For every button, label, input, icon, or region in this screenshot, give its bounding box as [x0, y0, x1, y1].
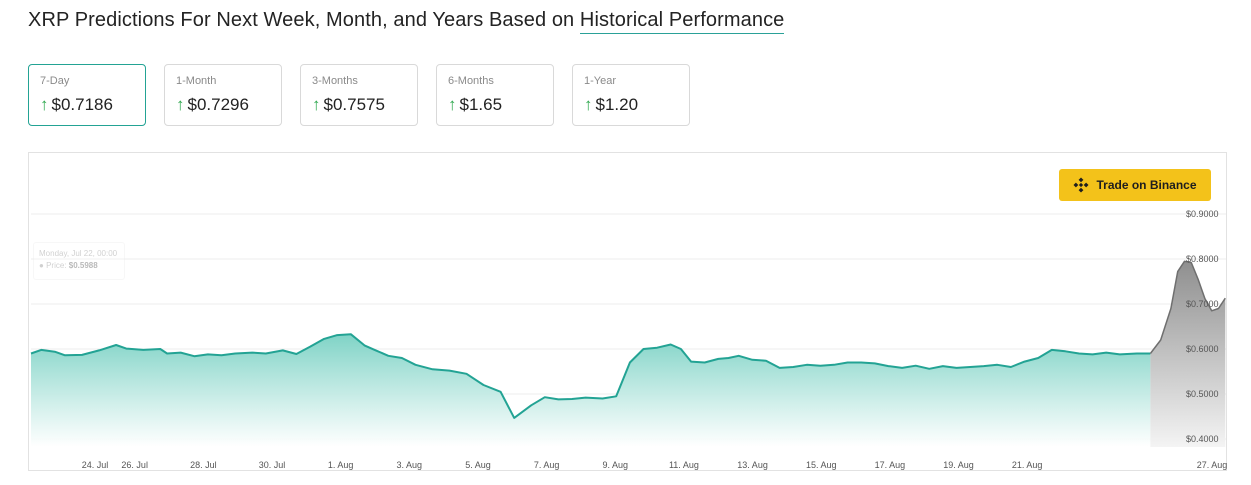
x-tick-label: 5. Aug	[465, 460, 491, 470]
card-1-year[interactable]: 1-Year ↑ $1.20	[572, 64, 690, 126]
arrow-up-icon: ↑	[448, 95, 457, 114]
x-tick-label: 21. Aug	[1012, 460, 1043, 470]
x-tick-label: 19. Aug	[943, 460, 974, 470]
x-tick-label: 24. Jul	[82, 460, 109, 470]
card-3-months[interactable]: 3-Months ↑ $0.7575	[300, 64, 418, 126]
y-tick-label: $0.4000	[1186, 434, 1219, 444]
card-value: $0.7575	[323, 95, 385, 114]
arrow-up-icon: ↑	[312, 95, 321, 114]
y-tick-label: $0.9000	[1186, 209, 1219, 219]
arrow-up-icon: ↑	[40, 95, 49, 114]
card-value: $1.65	[459, 95, 503, 114]
x-tick-label: 15. Aug	[806, 460, 837, 470]
arrow-up-icon: ↑	[584, 95, 593, 114]
binance-logo-icon	[1073, 177, 1089, 193]
series-areas	[30, 260, 1226, 447]
card-6-months[interactable]: 6-Months ↑ $1.65	[436, 64, 554, 126]
historical-area	[31, 334, 1151, 447]
card-value: $0.7296	[187, 95, 249, 114]
historical-line	[30, 333, 1151, 419]
card-label: 3-Months	[312, 75, 358, 87]
card-value-row: ↑ $1.65	[448, 95, 502, 115]
forecast-line	[1149, 260, 1226, 354]
card-1-month[interactable]: 1-Month ↑ $0.7296	[164, 64, 282, 126]
card-label: 1-Month	[176, 75, 217, 87]
tooltip-price-row: ● Price: $0.5988	[39, 261, 98, 270]
x-tick-label: 9. Aug	[602, 460, 628, 470]
card-value-row: ↑ $0.7296	[176, 95, 249, 115]
x-tick-label: 13. Aug	[737, 460, 768, 470]
x-tick-label: 27. Aug	[1197, 460, 1228, 470]
binance-button-label: Trade on Binance	[1096, 178, 1197, 192]
axis-labels: $0.4000 $0.5000 $0.6000 $0.7000 $0.8000 $0.90…	[82, 209, 1228, 470]
card-label: 7-Day	[40, 75, 70, 87]
y-tick-label: $0.7000	[1186, 299, 1219, 309]
trade-on-binance-button[interactable]: Trade on Binance	[1059, 169, 1211, 201]
x-tick-label: 11. Aug	[669, 460, 699, 470]
card-value-row: ↑ $1.20	[584, 95, 638, 115]
forecast-area	[1150, 261, 1226, 447]
y-tick-label: $0.6000	[1186, 344, 1219, 354]
page-title: XRP Predictions For Next Week, Month, an…	[28, 9, 785, 34]
x-tick-label: 3. Aug	[397, 460, 423, 470]
x-tick-label: 7. Aug	[534, 460, 560, 470]
x-tick-label: 30. Jul	[259, 460, 286, 470]
card-value: $0.7186	[51, 95, 113, 114]
card-7-day[interactable]: 7-Day ↑ $0.7186	[28, 64, 146, 126]
historical-performance-link[interactable]: Historical Performance	[579, 9, 785, 34]
x-tick-label: 17. Aug	[875, 460, 906, 470]
tooltip-price-label: Price:	[46, 261, 67, 270]
card-label: 1-Year	[584, 75, 617, 87]
x-tick-label: 28. Jul	[190, 460, 217, 470]
y-tick-label: $0.5000	[1186, 389, 1219, 399]
x-tick-label: 1. Aug	[328, 460, 354, 470]
card-label: 6-Months	[448, 75, 494, 87]
arrow-up-icon: ↑	[176, 95, 185, 114]
y-tick-label: $0.8000	[1186, 254, 1219, 264]
card-value-row: ↑ $0.7575	[312, 95, 385, 115]
tooltip-date: Monday, Jul 22, 00:00	[39, 249, 118, 258]
chart-tooltip: Monday, Jul 22, 00:00 ● Price: $0.5988	[33, 242, 125, 280]
tooltip-price: $0.5988	[68, 261, 98, 270]
title-prefix: XRP Predictions For Next Week, Month, an…	[28, 9, 580, 31]
card-value-row: ↑ $0.7186	[40, 95, 113, 115]
x-tick-label: 26. Jul	[121, 460, 148, 470]
card-value: $1.20	[595, 95, 639, 114]
